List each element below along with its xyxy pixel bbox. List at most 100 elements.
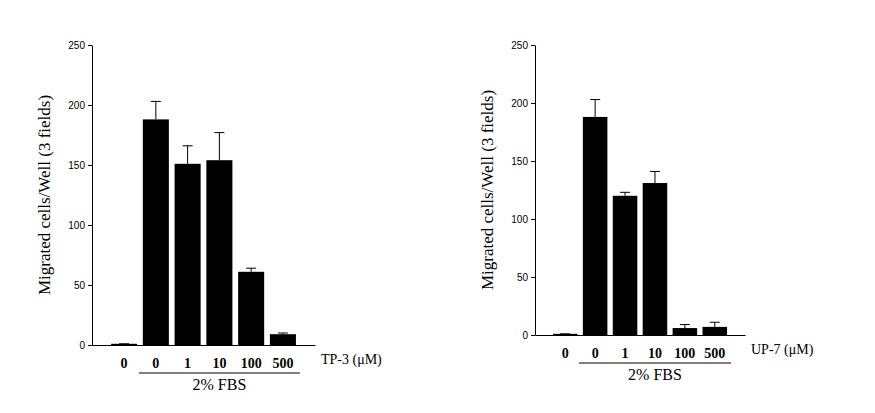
y-tick: 100 [511, 214, 535, 225]
y-tick-mark [531, 219, 535, 220]
y-tick-mark [88, 285, 92, 286]
error-cap [278, 333, 288, 334]
y-tick-label: 250 [511, 40, 528, 51]
group-bracket [139, 373, 300, 374]
y-tick-mark [88, 225, 92, 226]
error-cap [680, 324, 690, 325]
bar [613, 196, 638, 335]
error-cap [151, 101, 161, 102]
y-axis-line [92, 46, 93, 346]
y-tick-label: 100 [68, 220, 85, 231]
y-tick-mark [88, 45, 92, 46]
x-tick: 10 [212, 356, 226, 371]
chart: 0 50 100 150 200 250 0 0 1 10 100 500 Migrated cells… [35, 40, 382, 393]
x-tick: 0 [152, 356, 159, 371]
plot-area [111, 101, 296, 345]
error-bar [155, 101, 156, 119]
y-tick: 250 [511, 40, 535, 51]
group-label: 2% FBS [628, 366, 682, 383]
y-tick: 0 [522, 330, 535, 341]
bar [583, 117, 608, 335]
x-tick-label: 100 [674, 346, 695, 361]
chart: 05010015020025000110100500Migrated cells… [478, 40, 814, 383]
y-tick-label: 150 [68, 160, 85, 171]
bar [553, 334, 578, 335]
y-tick-label: 200 [68, 100, 85, 111]
x-tick: 0 [592, 346, 599, 361]
error-bar [684, 325, 685, 328]
y-tick-mark [88, 165, 92, 166]
y-tick: 100 [68, 220, 92, 231]
x-axis-line [536, 335, 746, 336]
bar [270, 334, 296, 345]
x-tick: 1 [622, 346, 629, 361]
error-cap [650, 171, 660, 172]
bar [703, 327, 728, 335]
x-tick-label: 10 [212, 356, 226, 371]
x-tick-label: 500 [704, 346, 725, 361]
error-bar [219, 133, 220, 161]
y-axis-line [535, 46, 536, 336]
y-tick: 200 [68, 100, 92, 111]
figure: 05010015020025000110100500Migrated cells… [0, 0, 875, 413]
bar [175, 164, 201, 345]
y-axis-title: Migrated cells/Well (3 fields) [478, 90, 497, 290]
error-bar [625, 192, 626, 195]
bar [238, 272, 264, 345]
x-axis-title: TP-3 (μM) [321, 352, 382, 368]
x-tick-label: 0 [592, 346, 599, 361]
error-cap [620, 192, 630, 193]
error-bar [595, 100, 596, 117]
error-cap [710, 322, 720, 323]
x-tick: 500 [704, 346, 725, 361]
x-tick: 500 [272, 356, 293, 371]
y-tick-mark [531, 277, 535, 278]
x-tick-label: 1 [622, 346, 629, 361]
group-bracket [579, 363, 731, 364]
x-tick-label: 10 [648, 346, 662, 361]
y-axis-title: Migrated cells/Well (3 fields) [35, 95, 54, 295]
bar [111, 344, 137, 345]
x-tick: 100 [674, 346, 695, 361]
y-tick-label: 100 [511, 214, 528, 225]
error-cap [246, 268, 256, 269]
y-tick-label: 0 [79, 340, 85, 351]
y-tick-label: 250 [68, 40, 85, 51]
y-tick-label: 50 [74, 280, 86, 291]
y-tick: 150 [68, 160, 92, 171]
error-cap [590, 99, 600, 100]
y-tick-mark [531, 103, 535, 104]
error-bar [714, 322, 715, 327]
x-axis-line [93, 345, 316, 346]
x-axis-title: UP-7 (μM) [751, 342, 814, 358]
x-tick-label: 0 [121, 356, 128, 371]
y-tick-mark [88, 345, 92, 346]
y-tick: 50 [517, 272, 535, 283]
bar [143, 119, 169, 345]
y-tick: 0 [79, 340, 92, 351]
y-tick-mark [88, 105, 92, 106]
error-bar [187, 146, 188, 164]
x-tick-label: 500 [272, 356, 293, 371]
y-tick-label: 50 [517, 272, 529, 283]
y-tick: 250 [68, 40, 92, 51]
plot-area [553, 100, 727, 335]
x-tick-label: 100 [241, 356, 262, 371]
y-axis: 0 50 100 150 200 250 [68, 40, 92, 351]
x-tick: 1 [184, 356, 191, 371]
error-cap [183, 145, 193, 146]
bar [673, 328, 698, 335]
y-tick-label: 0 [522, 330, 528, 341]
y-tick-label: 150 [511, 156, 528, 167]
x-axis: 00110100500 [536, 336, 746, 361]
y-tick-mark [531, 335, 535, 336]
y-axis: 0 50 100 150 200 250 [511, 40, 535, 341]
y-tick: 150 [511, 156, 535, 167]
bar [206, 160, 232, 345]
x-tick: 100 [241, 356, 262, 371]
error-cap [214, 132, 224, 133]
y-tick: 50 [74, 280, 92, 291]
y-tick: 200 [511, 98, 535, 109]
error-bar [251, 268, 252, 272]
error-bar [654, 171, 655, 183]
